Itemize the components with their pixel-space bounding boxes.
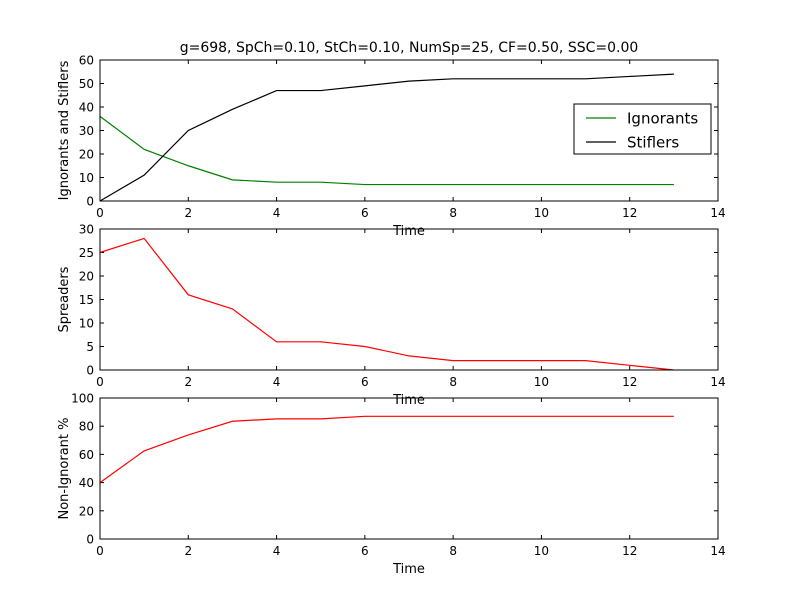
x-tick-label: 10 [534,544,549,558]
x-axis-label: Time [392,224,425,239]
series-line-3 [99,415,674,484]
x-tick-label: 8 [449,544,457,558]
x-tick-label: 6 [361,206,369,220]
x-tick-label: 10 [534,206,549,220]
y-tick-label: 50 [79,77,94,91]
legend-label: Stiflers [627,134,679,152]
x-axis-label: Time [392,393,425,408]
chart-title: g=698, SpCh=0.10, StCh=0.10, NumSp=25, C… [180,40,639,56]
x-tick-label: 12 [622,206,637,220]
x-tick-label: 14 [710,206,725,220]
x-tick-label: 6 [361,375,369,389]
series-line-ignorants [99,115,674,186]
x-tick-label: 2 [184,544,192,558]
y-tick-label: 0 [86,364,94,378]
axes-frame [99,397,719,540]
y-axis-label: Non-Ignorant % [57,417,72,519]
x-tick-label: 6 [361,544,369,558]
y-tick-label: 15 [79,293,94,307]
x-tick-label: 0 [96,206,104,220]
x-tick-label: 4 [273,206,281,220]
x-tick-label: 4 [273,544,281,558]
y-tick-label: 0 [86,533,94,547]
legend-box [573,103,712,155]
y-axis-label: Ignorants and Stiflers [57,60,72,200]
x-tick-label: 2 [184,375,192,389]
y-tick-label: 30 [79,223,94,237]
y-tick-label: 10 [79,171,94,185]
y-tick-label: 30 [79,124,94,138]
y-tick-label: 60 [79,448,94,462]
subplot-1 [99,59,719,202]
subplot-3 [99,397,719,540]
legend-label: Ignorants [627,110,698,128]
y-tick-label: 0 [86,195,94,209]
series-line-stiflers [99,73,674,202]
y-tick-label: 40 [79,101,94,115]
axes-frame [99,228,719,371]
x-tick-label: 0 [96,375,104,389]
x-axis-label: Time [392,562,425,577]
x-tick-label: 0 [96,544,104,558]
y-tick-label: 5 [86,340,94,354]
y-tick-label: 25 [79,246,94,260]
y-tick-label: 80 [79,420,94,434]
x-tick-label: 2 [184,206,192,220]
x-tick-label: 8 [449,375,457,389]
x-tick-label: 8 [449,206,457,220]
series-line-2 [99,237,674,371]
x-tick-label: 12 [622,544,637,558]
subplot-2 [99,228,719,371]
y-tick-label: 20 [79,504,94,518]
axes-frame [99,59,719,202]
y-tick-label: 20 [79,270,94,284]
y-tick-label: 20 [79,148,94,162]
x-tick-label: 10 [534,375,549,389]
y-axis-label: Spreaders [57,266,72,332]
y-tick-label: 60 [79,54,94,68]
y-tick-label: 10 [79,317,94,331]
x-tick-label: 4 [273,375,281,389]
y-tick-label: 40 [79,476,94,490]
x-tick-label: 12 [622,375,637,389]
y-tick-label: 100 [71,392,94,406]
x-tick-label: 14 [710,544,725,558]
x-tick-label: 14 [710,375,725,389]
